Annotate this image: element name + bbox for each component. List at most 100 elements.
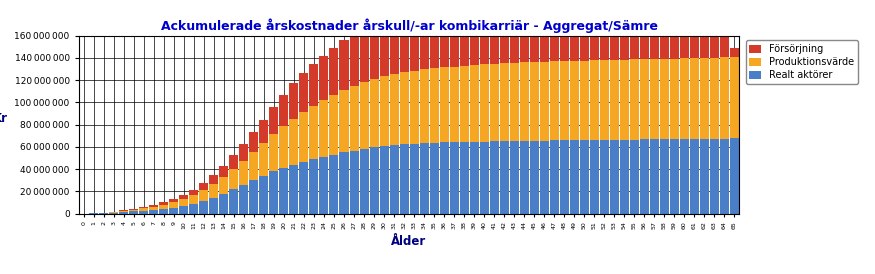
- Bar: [560, 140, 569, 214]
- Bar: [500, 0, 508, 63]
- Bar: [310, 64, 318, 106]
- Bar: [209, 198, 219, 214]
- Bar: [369, 79, 379, 147]
- Bar: [630, 0, 639, 59]
- Bar: [139, 207, 149, 209]
- Bar: [389, 74, 398, 145]
- Bar: [490, 141, 499, 214]
- Bar: [710, 0, 719, 58]
- Bar: [720, 0, 729, 58]
- Legend: Försörjning, Produktionsvärde, Realt aktörer: Försörjning, Produktionsvärde, Realt akt…: [746, 41, 858, 84]
- Bar: [590, 60, 598, 140]
- Bar: [279, 95, 289, 126]
- Bar: [150, 205, 158, 207]
- Bar: [439, 0, 449, 67]
- Bar: [560, 61, 569, 140]
- Bar: [540, 0, 549, 62]
- Bar: [690, 0, 699, 58]
- Title: Ackumulerade årskostnader årskull/-ar kombikarriär - Aggregat/Sämre: Ackumulerade årskostnader årskull/-ar ko…: [161, 19, 658, 33]
- Bar: [290, 119, 298, 165]
- Bar: [159, 209, 168, 214]
- Bar: [270, 107, 278, 134]
- Bar: [360, 149, 368, 214]
- Bar: [410, 71, 418, 144]
- Bar: [229, 155, 238, 169]
- Bar: [700, 58, 709, 139]
- Bar: [710, 139, 719, 214]
- Bar: [369, 22, 379, 79]
- Bar: [209, 175, 219, 184]
- Bar: [229, 169, 238, 189]
- Bar: [290, 165, 298, 214]
- Bar: [189, 190, 199, 195]
- Bar: [179, 199, 188, 206]
- Bar: [480, 0, 488, 64]
- Bar: [380, 76, 388, 146]
- Bar: [340, 40, 348, 90]
- Bar: [529, 62, 539, 141]
- Bar: [159, 205, 168, 209]
- Bar: [340, 90, 348, 153]
- Bar: [319, 100, 328, 157]
- Bar: [660, 59, 668, 139]
- Bar: [200, 201, 208, 214]
- Bar: [490, 64, 499, 141]
- Bar: [590, 140, 598, 214]
- Bar: [470, 65, 479, 142]
- Bar: [720, 139, 729, 214]
- Bar: [450, 142, 458, 214]
- Bar: [349, 151, 359, 214]
- Bar: [459, 0, 469, 66]
- Bar: [700, 139, 709, 214]
- Bar: [310, 159, 318, 214]
- Bar: [599, 60, 609, 140]
- Bar: [580, 61, 589, 140]
- Bar: [189, 204, 199, 214]
- Bar: [490, 0, 499, 64]
- Bar: [380, 146, 388, 214]
- Bar: [730, 48, 738, 57]
- Bar: [209, 184, 219, 198]
- Bar: [540, 141, 549, 214]
- Bar: [430, 68, 438, 143]
- Bar: [310, 106, 318, 159]
- Bar: [439, 142, 449, 214]
- X-axis label: Ålder: Ålder: [391, 235, 427, 248]
- Bar: [650, 139, 659, 214]
- Bar: [400, 10, 409, 72]
- Bar: [520, 141, 528, 214]
- Bar: [249, 180, 258, 214]
- Bar: [249, 152, 258, 180]
- Bar: [660, 0, 668, 59]
- Bar: [130, 209, 138, 210]
- Bar: [220, 177, 228, 194]
- Bar: [500, 141, 508, 214]
- Bar: [200, 183, 208, 190]
- Bar: [139, 211, 149, 214]
- Bar: [189, 195, 199, 204]
- Bar: [170, 208, 178, 214]
- Bar: [660, 139, 668, 214]
- Bar: [669, 139, 679, 214]
- Bar: [150, 207, 158, 210]
- Bar: [400, 144, 409, 214]
- Bar: [259, 120, 269, 143]
- Bar: [650, 59, 659, 139]
- Bar: [290, 84, 298, 119]
- Bar: [690, 139, 699, 214]
- Bar: [360, 28, 368, 82]
- Bar: [410, 7, 418, 71]
- Bar: [520, 62, 528, 141]
- Bar: [119, 211, 129, 212]
- Bar: [139, 209, 149, 211]
- Bar: [130, 212, 138, 214]
- Bar: [730, 57, 738, 138]
- Bar: [620, 140, 629, 214]
- Bar: [470, 142, 479, 214]
- Bar: [109, 213, 118, 214]
- Bar: [690, 58, 699, 139]
- Bar: [680, 58, 689, 139]
- Bar: [459, 142, 469, 214]
- Bar: [179, 206, 188, 214]
- Bar: [700, 0, 709, 58]
